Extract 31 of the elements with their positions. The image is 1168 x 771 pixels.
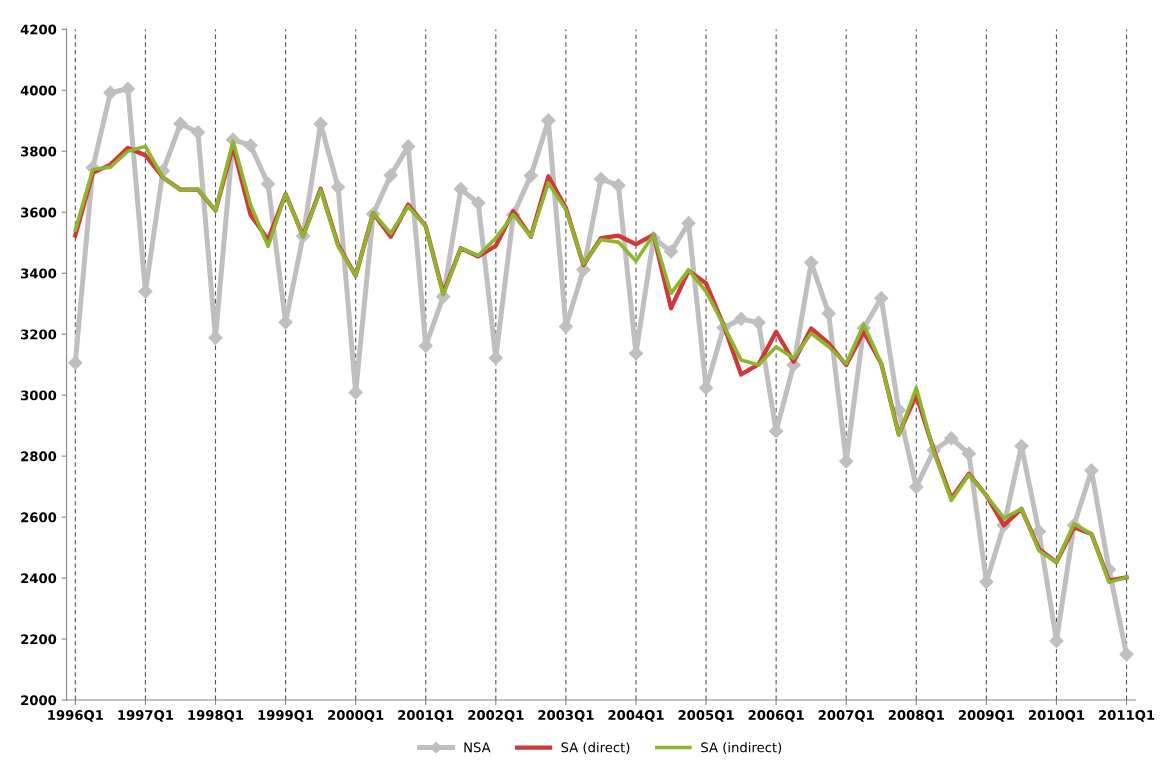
y-tick-label: 3400 <box>21 268 57 279</box>
x-tick-label: 2010Q1 <box>1028 710 1085 722</box>
x-tick-label: 2004Q1 <box>608 710 664 722</box>
legend-label: SA (direct) <box>561 742 630 754</box>
y-tick-label: 2400 <box>21 573 57 584</box>
x-tick-label: 2006Q1 <box>748 710 804 722</box>
x-tick-label: 1996Q1 <box>48 710 103 722</box>
y-tick-label: 2200 <box>21 634 57 645</box>
x-tick-label: 2009Q1 <box>958 710 1015 722</box>
y-tick-label: 3000 <box>21 390 57 401</box>
x-tick-label: 2008Q1 <box>888 710 944 722</box>
y-tick-label: 4000 <box>20 85 57 96</box>
legend-label: SA (indirect) <box>701 742 782 754</box>
y-tick-label: 2800 <box>21 451 57 462</box>
x-tick-label: 2005Q1 <box>678 710 734 722</box>
x-tick-label: 2011Q1 <box>1099 710 1155 722</box>
y-tick-label: 2600 <box>21 512 57 523</box>
x-tick-label: 2001Q1 <box>398 710 454 722</box>
x-tick-label: 2007Q1 <box>818 710 874 722</box>
y-tick-label: 3800 <box>21 146 57 157</box>
x-tick-label: 2000Q1 <box>328 710 384 722</box>
x-tick-label: 1998Q1 <box>188 710 244 722</box>
x-tick-label: 2002Q1 <box>468 710 524 722</box>
y-tick-label: 4200 <box>20 24 57 35</box>
y-tick-label: 2000 <box>21 695 57 706</box>
y-tick-label: 3600 <box>21 207 57 218</box>
x-tick-label: 2003Q1 <box>538 710 594 722</box>
x-tick-label: 1997Q1 <box>118 710 174 722</box>
x-tick-label: 1999Q1 <box>258 710 314 722</box>
legend-label: NSA <box>464 742 491 753</box>
y-tick-label: 3200 <box>21 329 57 340</box>
